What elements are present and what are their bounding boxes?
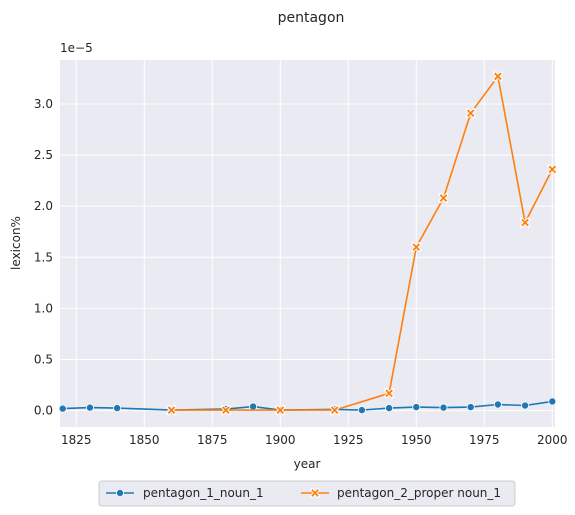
- data-point: [85, 403, 94, 412]
- y-axis-ticks: 0.0 0.5 1.0 1.5 2.0 2.5 3.0: [34, 97, 53, 418]
- y-tick-label: 0.5: [34, 353, 53, 367]
- data-point-mark: [311, 489, 319, 497]
- x-axis-ticks: 1825 1850 1875 1900 1925 1950 1975 2000: [61, 433, 568, 447]
- data-point: [521, 401, 530, 410]
- data-point: [58, 404, 67, 413]
- data-point: [520, 217, 531, 228]
- chart-title: pentagon: [278, 10, 345, 26]
- legend-entry: pentagon_1_noun_1: [106, 486, 264, 500]
- y-tick-label: 1.0: [34, 301, 53, 315]
- data-point: [116, 488, 125, 497]
- data-point: [438, 193, 449, 204]
- data-point: [548, 397, 557, 406]
- y-tick-label: 1.5: [34, 250, 53, 264]
- data-point: [411, 242, 422, 253]
- grid-lines: [60, 60, 555, 427]
- data-point: [384, 388, 395, 399]
- data-point-mark: [385, 389, 393, 398]
- data-point: [310, 488, 320, 498]
- data-point: [465, 108, 476, 119]
- data-point: [113, 404, 122, 413]
- data-point: [275, 405, 286, 416]
- data-point-mark: [412, 243, 421, 251]
- data-point: [220, 405, 231, 416]
- legend: pentagon_1_noun_1 pentagon_2_proper noun_…: [98, 480, 516, 507]
- x-tick-label: 1925: [333, 433, 364, 447]
- series-layer: [58, 71, 558, 416]
- data-point-mark: [439, 194, 448, 202]
- x-tick-label: 2000: [537, 433, 568, 447]
- series-line: [62, 400, 553, 411]
- legend-label: pentagon_1_noun_1: [143, 486, 264, 500]
- data-point: [357, 406, 366, 415]
- legend-entry: pentagon_2_proper noun_1: [301, 486, 501, 500]
- x-tick-label: 1975: [469, 433, 500, 447]
- x-tick-label: 1875: [197, 433, 228, 447]
- data-point: [166, 405, 177, 416]
- y-tick-label: 3.0: [34, 97, 53, 111]
- x-tick-label: 1850: [129, 433, 160, 447]
- data-point-mark: [167, 406, 176, 414]
- y-axis-label: lexicon%: [9, 216, 23, 270]
- x-tick-label: 1900: [265, 433, 296, 447]
- x-tick-label: 1825: [61, 433, 92, 447]
- series-2: [166, 71, 558, 416]
- y-tick-label: 2.5: [34, 148, 53, 162]
- data-point: [412, 403, 421, 412]
- data-point-mark: [494, 72, 502, 81]
- data-point: [547, 164, 558, 175]
- x-axis-label: year: [294, 457, 321, 471]
- data-point-mark: [276, 406, 285, 414]
- data-point-mark: [466, 109, 475, 117]
- data-point-mark: [222, 406, 230, 414]
- data-point: [385, 404, 394, 413]
- data-point: [493, 400, 502, 409]
- legend-label: pentagon_2_proper noun_1: [337, 486, 501, 500]
- y-tick-label: 0.0: [34, 404, 53, 418]
- y-offset-label: 1e−5: [60, 41, 93, 55]
- data-point-mark: [330, 406, 339, 414]
- plot-area: [60, 60, 555, 427]
- data-point-mark: [548, 165, 557, 174]
- data-point: [439, 403, 448, 412]
- y-tick-label: 2.0: [34, 199, 53, 213]
- data-point: [466, 403, 475, 412]
- x-tick-label: 1950: [401, 433, 432, 447]
- data-point: [492, 71, 503, 82]
- data-point-mark: [521, 218, 529, 227]
- data-point: [329, 405, 340, 416]
- data-point: [249, 402, 258, 411]
